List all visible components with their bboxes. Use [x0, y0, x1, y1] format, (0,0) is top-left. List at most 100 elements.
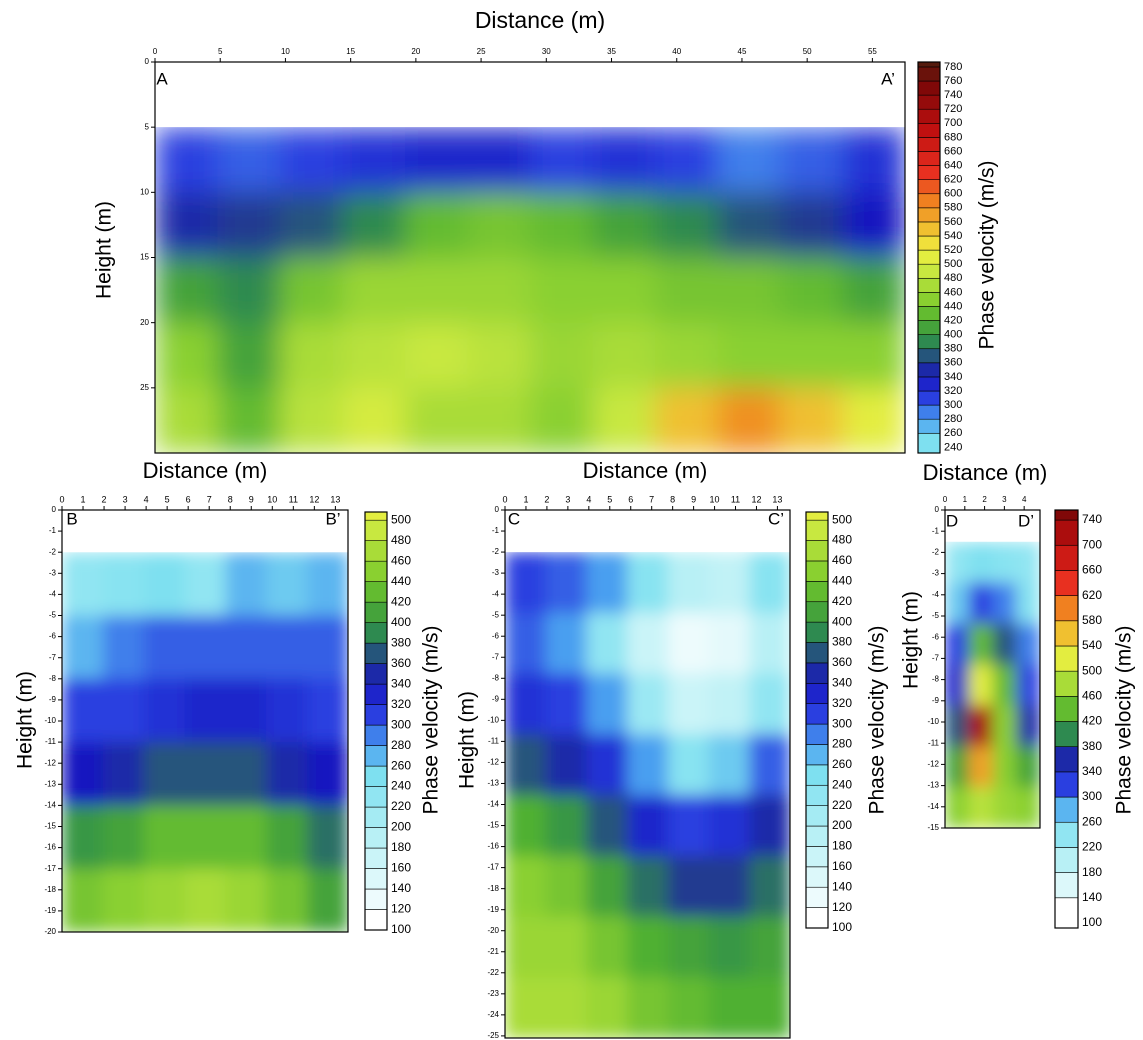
- velocity-cell: [1016, 623, 1040, 665]
- velocity-cell: [842, 322, 905, 389]
- velocity-cell: [708, 673, 750, 735]
- section-label: B’: [325, 509, 340, 528]
- velocity-cell: [266, 868, 308, 932]
- colorbar-tick-label: 220: [391, 799, 411, 813]
- colorbar-step: [364, 642, 388, 664]
- colorbar-step: [1054, 620, 1079, 647]
- velocity-cell: [627, 916, 669, 978]
- colorbar-step: [917, 179, 941, 195]
- velocity-cell: [842, 192, 905, 258]
- colorbar-step: [917, 80, 941, 96]
- velocity-cell: [780, 257, 843, 324]
- colorbar-step: [917, 418, 941, 434]
- colorbar-step: [364, 683, 388, 705]
- velocity-cell: [102, 742, 145, 806]
- velocity-cell: [1016, 541, 1040, 584]
- colorbar-step: [364, 581, 388, 603]
- y-tick-label: -3: [49, 568, 57, 577]
- x-axis-title: Distance (m): [143, 458, 268, 483]
- x-tick-label: 4: [586, 494, 591, 504]
- velocity-cell: [530, 322, 593, 389]
- colorbar-tick-label: 200: [832, 818, 852, 832]
- section-label: C’: [768, 509, 784, 528]
- velocity-cell: [586, 612, 628, 675]
- velocity-cell: [749, 977, 790, 1038]
- colorbar-tick-label: 560: [944, 216, 962, 228]
- y-tick-label: -24: [487, 1010, 499, 1019]
- velocity-cell: [155, 257, 218, 324]
- section-label: A’: [881, 69, 895, 88]
- velocity-cell: [342, 387, 406, 454]
- colorbar-step: [1054, 721, 1079, 747]
- velocity-cell: [749, 673, 790, 735]
- y-tick-label: -22: [487, 968, 499, 977]
- colorbar-step: [917, 390, 941, 406]
- velocity-cell: [505, 855, 547, 918]
- y-tick-label: -13: [487, 779, 499, 788]
- panel: 0 5 10 15 20 25 30 35 40 45 50 55 0 5 10 15 20 25 Distance…: [93, 7, 999, 454]
- y-tick-label: -19: [487, 905, 499, 914]
- colorbar-tick-label: 400: [944, 329, 962, 341]
- velocity-cell: [307, 868, 348, 932]
- colorbar-title: Phase velocity (m/s): [1113, 625, 1136, 814]
- field-clip: [945, 541, 1040, 828]
- y-tick-label: 0: [145, 57, 150, 66]
- colorbar-step: [364, 847, 388, 869]
- y-axis-title: Height (m): [456, 691, 479, 789]
- colorbar-step: [805, 764, 829, 786]
- velocity-cell: [717, 257, 781, 324]
- velocity-cell: [342, 257, 406, 324]
- colorbar-step: [917, 348, 941, 364]
- velocity-cell: [405, 387, 468, 454]
- velocity-cell: [143, 552, 186, 616]
- velocity-cell: [62, 552, 104, 616]
- velocity-cell: [467, 192, 531, 258]
- velocity-cell: [545, 916, 587, 978]
- colorbar-step: [805, 744, 829, 766]
- velocity-cell: [992, 746, 1017, 788]
- colorbar-step: [917, 108, 941, 124]
- colorbar-tick-label: 100: [1082, 915, 1102, 929]
- colorbar-tick-label: 580: [944, 202, 962, 214]
- x-tick-label: 3: [123, 494, 128, 504]
- velocity-cell: [945, 623, 970, 665]
- colorbar-tick-label: 680: [944, 131, 962, 143]
- colorbar-tick-label: 120: [391, 902, 411, 916]
- colorbar-tick-label: 720: [944, 103, 962, 115]
- x-tick-label: 13: [772, 494, 782, 504]
- y-tick-label: -10: [44, 716, 56, 725]
- colorbar-tick-label: 500: [391, 512, 411, 526]
- velocity-cell: [184, 678, 226, 743]
- velocity-cell: [505, 916, 547, 978]
- velocity-cell: [505, 612, 547, 675]
- colorbar-tick-label: 700: [944, 117, 962, 129]
- velocity-cell: [225, 678, 267, 743]
- y-tick-label: -4: [932, 590, 940, 599]
- colorbar-step: [1054, 544, 1079, 571]
- colorbar-tick-label: 460: [1082, 689, 1102, 703]
- velocity-cell: [780, 192, 843, 258]
- colorbar-tick-label: 500: [832, 512, 852, 526]
- colorbar-tick-label: 200: [391, 820, 411, 834]
- colorbar-tick-label: 300: [832, 716, 852, 730]
- colorbar-tick-label: 240: [391, 779, 411, 793]
- x-tick-label: 35: [607, 47, 616, 56]
- velocity-cell: [586, 734, 628, 796]
- colorbar-tick-label: 260: [391, 758, 411, 772]
- colorbar-step: [917, 404, 941, 420]
- colorbar-step: [364, 786, 388, 808]
- colorbar-tick-label: 180: [832, 839, 852, 853]
- colorbar-step: [917, 193, 941, 209]
- velocity-cell: [717, 387, 781, 454]
- colorbar-tick-label: 160: [391, 861, 411, 875]
- colorbar-tick-label: 620: [944, 174, 962, 186]
- y-tick-label: 20: [140, 318, 149, 327]
- velocity-cell: [1016, 746, 1040, 788]
- y-tick-label: -7: [932, 654, 940, 663]
- velocity-cell: [530, 387, 593, 454]
- colorbar-step: [364, 888, 388, 910]
- colorbar-tick-label: 480: [391, 533, 411, 547]
- velocity-cell: [143, 615, 186, 680]
- colorbar-tick-label: 420: [832, 594, 852, 608]
- colorbar-tick-label: 380: [832, 635, 852, 649]
